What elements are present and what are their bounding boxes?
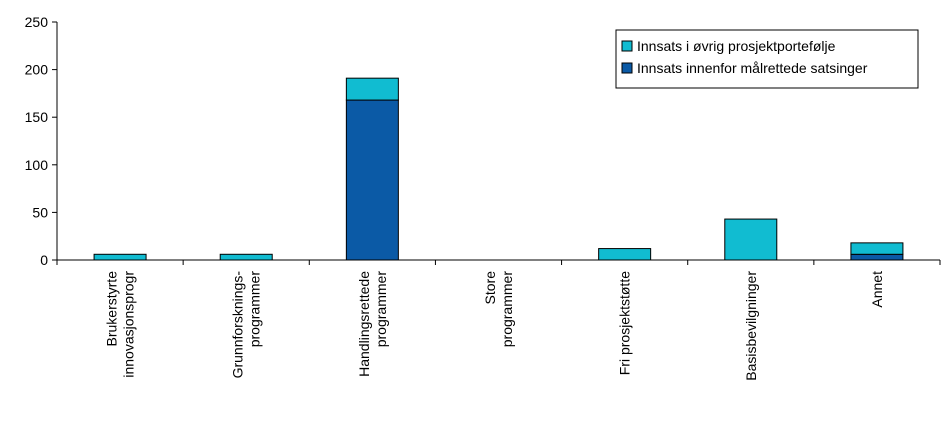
axes	[52, 21, 941, 265]
x-tick-label: programmer	[247, 271, 263, 348]
x-tick-label: Basisbevilgninger	[743, 271, 759, 381]
x-tick-label: innovasjonsprogr	[121, 271, 137, 378]
y-tick-label: 150	[25, 109, 49, 125]
y-tick-label: 50	[32, 204, 48, 220]
y-tick-label: 0	[40, 252, 48, 268]
legend-swatch	[621, 62, 633, 74]
bars	[93, 77, 904, 261]
bar-segment	[850, 253, 904, 261]
x-tick-labels: Brukerstyrte innovasjonsprogr Grunnforskni…	[104, 271, 885, 381]
bar-segment	[850, 242, 904, 255]
bar-segment	[598, 248, 652, 261]
legend-box	[615, 29, 919, 89]
x-tick-label: Fri prosjektstøtte	[617, 271, 633, 375]
y-tick-label: 200	[25, 62, 49, 78]
bar-segment	[345, 77, 399, 101]
x-tick-label: Handlingsrettede	[356, 271, 372, 377]
bar-segment	[724, 218, 778, 261]
x-tick-label: Grunnforsknings-	[230, 271, 246, 379]
x-tick-label: Annet	[869, 271, 885, 308]
legend: Innsats i øvrig prosjektportefølje Innsat…	[615, 29, 919, 89]
legend-swatch	[621, 40, 633, 52]
legend-label: Innsats i øvrig prosjektportefølje	[637, 38, 836, 54]
bar-segment	[219, 253, 273, 261]
x-tick-label: Brukerstyrte	[104, 271, 120, 347]
legend-label: Innsats innenfor målrettede satsinger	[637, 60, 868, 76]
y-tick-label: 250	[25, 14, 49, 30]
y-tick-label: 100	[25, 157, 49, 173]
bar-segment	[345, 99, 399, 261]
y-tick-labels: 0 50 100 150 200 250	[25, 14, 49, 268]
x-tick-label: programmer	[373, 271, 389, 348]
x-tick-label: Store	[482, 271, 498, 305]
bar-segment	[93, 253, 147, 261]
x-tick-label: programmer	[499, 271, 515, 348]
